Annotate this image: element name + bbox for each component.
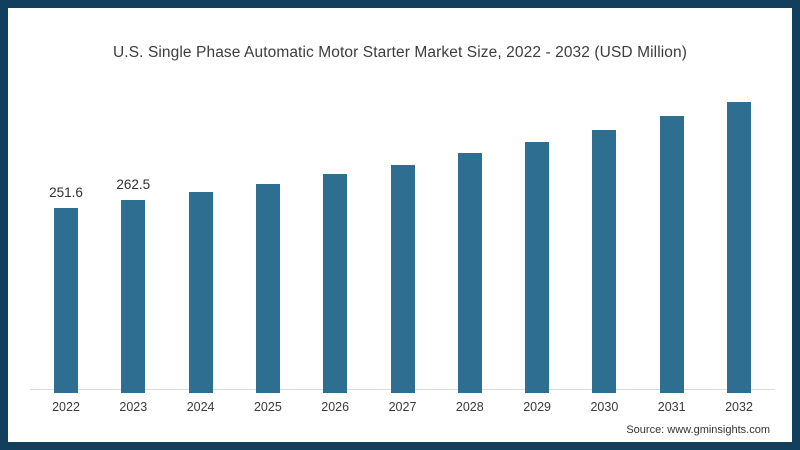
bar-2023 [121,200,146,393]
x-axis-label-2024: 2024 [186,400,215,414]
x-axis-label-2028: 2028 [455,400,484,414]
bar-2025 [255,184,280,393]
bar-2024 [188,192,213,393]
bar-2028 [457,153,482,393]
x-axis-label-2026: 2026 [321,400,350,414]
bar-chart-plot: 251.6 2022 262.5 2023 2024 2025 2026 2027 2028 20… [8,8,792,442]
bar-2030 [592,130,617,393]
x-axis-label-2025: 2025 [253,400,282,414]
value-label-2022: 251.6 [49,185,83,200]
bar-2022 [54,208,78,393]
x-axis-label-2032: 2032 [725,400,753,414]
bar-2029 [525,142,550,393]
x-axis-label-2023: 2023 [119,400,148,414]
x-axis-label-2030: 2030 [590,400,619,414]
bar-2031 [659,116,684,393]
chart-title: U.S. Single Phase Automatic Motor Starte… [113,44,687,61]
x-axis-label-2031: 2031 [657,400,686,414]
bar-2032 [727,102,751,393]
x-axis-label-2022: 2022 [52,400,80,414]
bar-2026 [323,174,348,393]
value-label-2023: 262.5 [116,177,151,192]
x-axis-label-2027: 2027 [388,400,417,414]
bar-2027 [390,165,415,393]
source-text: Source: www.gminsights.com [626,424,770,436]
x-axis-label-2029: 2029 [523,400,551,414]
